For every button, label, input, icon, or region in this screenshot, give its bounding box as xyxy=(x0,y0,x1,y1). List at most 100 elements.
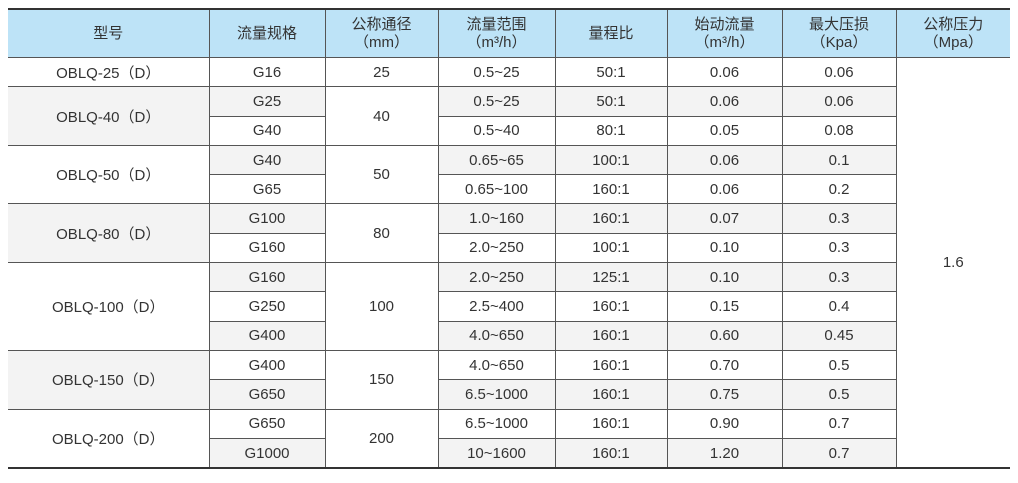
range-ratio-cell: 160:1 xyxy=(554,349,668,381)
column-header: 公称压力 （Mpa） xyxy=(895,8,1010,58)
flow-spec-cell: G160 xyxy=(209,232,326,264)
starting-flow-cell: 0.90 xyxy=(666,408,783,439)
starting-flow-cell: 0.75 xyxy=(666,379,783,410)
flow-spec-cell: G400 xyxy=(209,320,326,351)
flow-range-cell: 6.5~1000 xyxy=(437,379,556,410)
range-ratio-cell: 160:1 xyxy=(554,174,668,205)
header-unit: （m³/h） xyxy=(694,33,755,51)
nominal-diameter-cell: 50 xyxy=(324,144,439,205)
header-label: 流量范围 xyxy=(466,15,527,33)
nominal-pressure-cell: 1.6 xyxy=(895,57,1010,469)
flow-range-cell: 4.0~650 xyxy=(437,320,556,351)
starting-flow-cell: 0.06 xyxy=(666,86,783,117)
header-unit: （mm） xyxy=(354,33,409,51)
range-ratio-cell: 125:1 xyxy=(554,262,668,293)
column-header: 量程比 xyxy=(554,8,668,58)
max-pressure-loss-cell: 0.5 xyxy=(781,379,897,410)
max-pressure-loss-cell: 0.08 xyxy=(781,115,897,146)
flow-spec-cell: G25 xyxy=(208,86,326,117)
range-ratio-cell: 160:1 xyxy=(554,437,668,469)
table-row: OBLQ-25（D） G16 25 0.5~25 50:1 0.06 0.06 1.6 xyxy=(8,56,1010,469)
header-label: 量程比 xyxy=(588,24,634,42)
header-label: 公称压力 xyxy=(923,15,984,33)
starting-flow-cell: 0.60 xyxy=(666,320,783,351)
table-row: OBLQ-80（D） G100 80 1.0~160 160:1 0.07 0.3 xyxy=(8,203,1010,264)
table-row: OBLQ-50（D） G40 50 0.65~65 100:1 0.06 0.1 xyxy=(8,144,1010,205)
table-row: OBLQ-40（D） G25 40 0.5~25 50:1 0.06 0.06 xyxy=(8,86,1010,146)
range-ratio-cell: 160:1 xyxy=(554,408,668,439)
header-label: 公称通径 xyxy=(351,15,412,33)
range-ratio-cell: 50:1 xyxy=(554,86,668,117)
flow-range-cell: 6.5~1000 xyxy=(437,408,556,439)
header-label: 始动流量 xyxy=(694,15,755,33)
max-pressure-loss-cell: 0.4 xyxy=(781,291,897,322)
max-pressure-loss-cell: 0.3 xyxy=(781,232,897,264)
max-pressure-loss-cell: 0.06 xyxy=(781,86,897,117)
model-cell: OBLQ-40（D） xyxy=(8,86,210,146)
starting-flow-cell: 0.10 xyxy=(666,262,783,293)
max-pressure-loss-cell: 0.3 xyxy=(781,203,897,234)
header-row: 型号 流量规格 公称通径 （mm） 流量范围 （m³/h） 量程比 始动流量 （m³/h） 最大压… xyxy=(8,8,1010,58)
table-row: OBLQ-150（D） G400 150 4.0~650 160:1 0.70 0.5 xyxy=(8,349,1010,410)
header-label: 最大压损 xyxy=(808,15,869,33)
nominal-diameter-cell: 80 xyxy=(324,203,439,264)
table-row: G400 4.0~650 160:1 0.60 0.45 xyxy=(8,320,1010,351)
flow-range-cell: 2.5~400 xyxy=(437,291,556,322)
range-ratio-cell: 50:1 xyxy=(554,56,668,88)
model-cell: OBLQ-25（D） xyxy=(8,56,210,88)
column-header: 最大压损 （Kpa） xyxy=(781,8,897,58)
range-ratio-cell: 80:1 xyxy=(554,115,668,146)
flow-spec-cell: G250 xyxy=(209,291,326,322)
table-row: OBLQ-100（D） G160 100 2.0~250 125:1 0.10 0.3 xyxy=(8,262,1010,351)
flow-spec-cell: G100 xyxy=(208,203,326,234)
range-ratio-cell: 160:1 xyxy=(554,320,668,351)
flow-range-cell: 10~1600 xyxy=(437,437,556,469)
flow-range-cell: 0.65~65 xyxy=(437,144,556,176)
nominal-diameter-cell: 200 xyxy=(324,408,439,469)
flow-spec-cell: G65 xyxy=(209,174,326,205)
max-pressure-loss-cell: 0.1 xyxy=(781,144,897,176)
model-cell: OBLQ-80（D） xyxy=(8,203,210,264)
range-ratio-cell: 160:1 xyxy=(554,379,668,410)
flow-spec-cell: G160 xyxy=(208,262,326,293)
max-pressure-loss-cell: 0.3 xyxy=(781,262,897,293)
max-pressure-loss-cell: 0.7 xyxy=(781,437,897,469)
starting-flow-cell: 0.06 xyxy=(666,174,783,205)
table-row: OBLQ-200（D） G650 200 6.5~1000 160:1 0.90 0.7 xyxy=(8,408,1010,469)
header-unit: （m³/h） xyxy=(466,33,527,51)
column-header: 型号 xyxy=(8,8,210,58)
max-pressure-loss-cell: 0.7 xyxy=(781,408,897,439)
flow-range-cell: 0.5~25 xyxy=(437,56,556,88)
starting-flow-cell: 0.10 xyxy=(666,232,783,264)
header-unit: （Kpa） xyxy=(810,33,868,51)
flow-range-cell: 0.65~100 xyxy=(437,174,556,205)
nominal-diameter-cell: 100 xyxy=(324,262,439,351)
max-pressure-loss-cell: 0.06 xyxy=(781,56,897,88)
range-ratio-cell: 100:1 xyxy=(554,144,668,176)
flow-range-cell: 0.5~25 xyxy=(437,86,556,117)
flow-spec-cell: G650 xyxy=(209,379,326,410)
range-ratio-cell: 160:1 xyxy=(554,291,668,322)
flow-spec-cell: G16 xyxy=(208,56,326,88)
flow-spec-cell: G40 xyxy=(208,144,326,176)
table-row: G1000 10~1600 160:1 1.20 0.7 xyxy=(8,437,1010,469)
model-cell: OBLQ-200（D） xyxy=(8,408,210,469)
column-header: 公称通径 （mm） xyxy=(324,8,439,58)
nominal-diameter-cell: 150 xyxy=(324,349,439,410)
model-cell: OBLQ-50（D） xyxy=(8,144,210,205)
flow-range-cell: 2.0~250 xyxy=(437,262,556,293)
flow-range-cell: 1.0~160 xyxy=(437,203,556,234)
header-label: 流量规格 xyxy=(236,24,297,42)
flow-range-cell: 2.0~250 xyxy=(437,232,556,264)
flow-spec-cell: G40 xyxy=(209,115,326,146)
flow-spec-cell: G650 xyxy=(208,408,326,439)
starting-flow-cell: 0.06 xyxy=(666,56,783,88)
table-row: G65 0.65~100 160:1 0.06 0.2 xyxy=(8,174,1010,205)
header-unit: （Mpa） xyxy=(923,33,983,51)
spec-table: 型号 流量规格 公称通径 （mm） 流量范围 （m³/h） 量程比 始动流量 （m³/h） 最大压… xyxy=(8,8,1010,470)
nominal-diameter-cell: 25 xyxy=(324,56,439,88)
header-label: 型号 xyxy=(93,24,124,42)
max-pressure-loss-cell: 0.5 xyxy=(781,349,897,381)
flow-range-cell: 4.0~650 xyxy=(437,349,556,381)
column-header: 流量规格 xyxy=(208,8,326,58)
